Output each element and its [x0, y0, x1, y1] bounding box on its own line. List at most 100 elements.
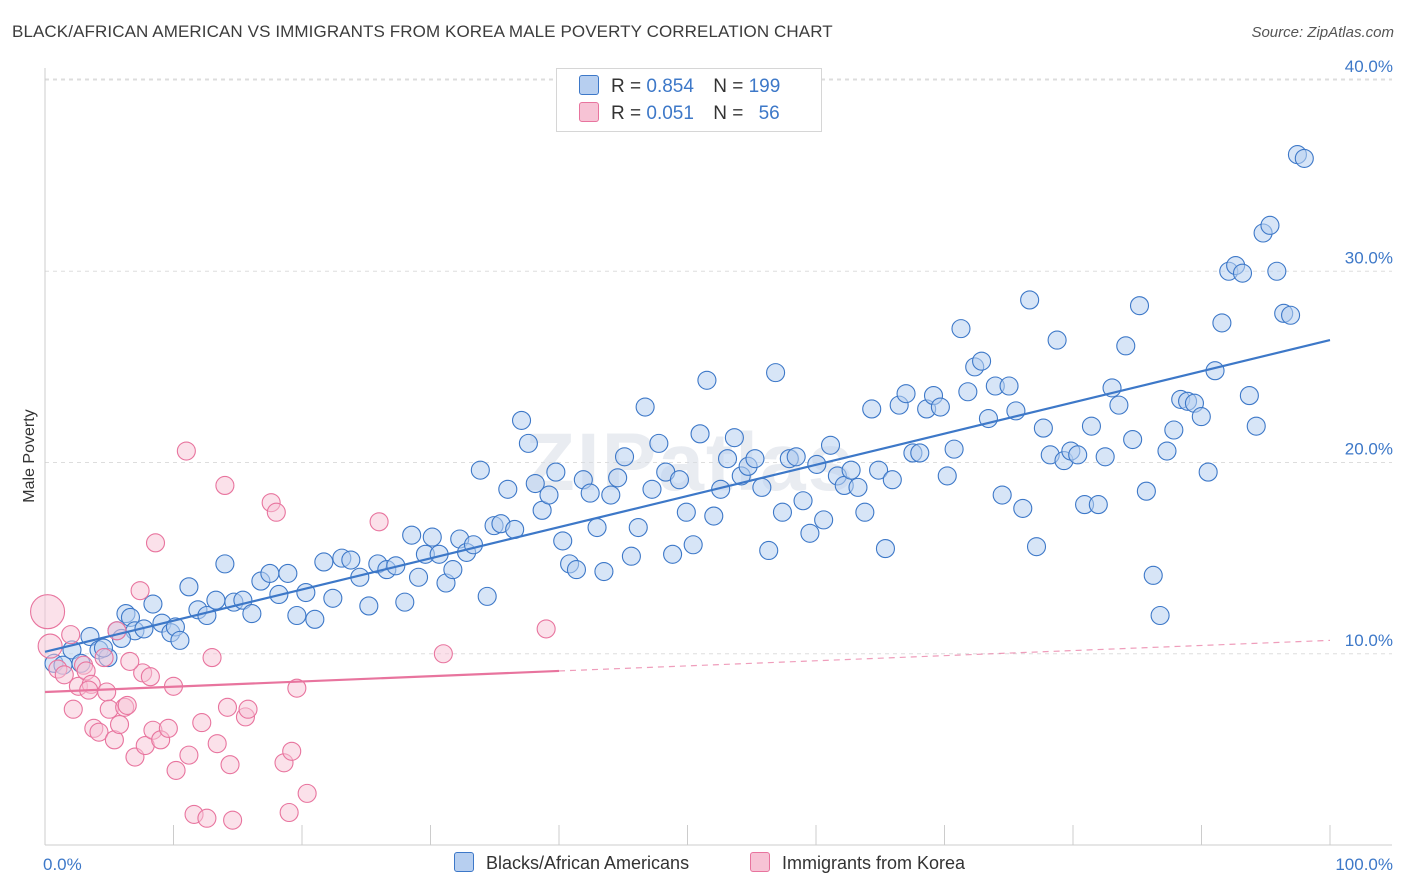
y-tick-label: 40.0% — [1345, 57, 1393, 76]
point-korea — [176, 441, 196, 461]
point-blacks — [1267, 261, 1287, 281]
point-blacks — [539, 485, 559, 505]
point-blacks — [341, 550, 361, 570]
point-blacks — [170, 630, 190, 650]
point-blacks — [958, 382, 978, 402]
point-korea — [117, 695, 137, 715]
point-blacks — [745, 449, 765, 469]
point-blacks — [1129, 296, 1150, 316]
point-blacks — [855, 502, 875, 522]
point-blacks — [635, 397, 655, 417]
point-blacks — [314, 552, 334, 572]
point-blacks — [463, 535, 484, 555]
point-blacks — [1150, 605, 1170, 626]
point-blacks — [546, 462, 566, 482]
point-blacks — [305, 609, 325, 629]
point-korea — [266, 502, 286, 522]
bottom-legend-korea: Immigrants from Korea — [750, 852, 965, 874]
point-blacks — [704, 506, 724, 526]
point-korea — [202, 648, 222, 668]
point-blacks — [553, 531, 573, 551]
bottom-legend-label-korea: Immigrants from Korea — [782, 853, 966, 873]
point-korea — [220, 755, 240, 775]
point-blacks — [999, 376, 1019, 396]
point-blacks — [1123, 429, 1143, 450]
point-blacks — [614, 447, 635, 467]
point-blacks — [875, 539, 895, 559]
point-blacks — [862, 399, 882, 419]
point-blacks — [278, 563, 298, 583]
point-korea — [30, 594, 66, 630]
legend-swatch-pink — [579, 102, 599, 122]
point-korea — [297, 783, 317, 803]
bottom-legend-swatch-pink — [750, 852, 770, 872]
point-blacks — [242, 604, 262, 624]
point-blacks — [1047, 330, 1067, 350]
point-korea — [54, 665, 74, 685]
point-blacks — [1164, 420, 1184, 440]
point-korea — [238, 699, 258, 719]
point-blacks — [287, 605, 307, 626]
series-blacks-points — [44, 145, 1314, 675]
point-blacks — [518, 433, 538, 453]
point-korea — [215, 475, 235, 496]
y-tick-label: 30.0% — [1345, 248, 1393, 267]
point-blacks — [759, 540, 779, 561]
point-korea — [145, 533, 166, 553]
point-blacks — [972, 351, 992, 371]
point-blacks — [896, 384, 916, 404]
legend-n-label: N = — [713, 76, 744, 97]
point-blacks — [1294, 148, 1314, 168]
point-korea — [130, 581, 150, 601]
point-blacks — [260, 563, 280, 583]
point-blacks — [869, 460, 889, 480]
point-blacks — [951, 319, 971, 339]
point-blacks — [525, 473, 545, 494]
point-blacks — [724, 428, 744, 448]
point-blacks — [1246, 416, 1266, 436]
point-blacks — [1239, 386, 1259, 406]
point-blacks — [910, 443, 930, 463]
point-blacks — [1157, 441, 1177, 461]
point-blacks — [1232, 263, 1253, 283]
point-korea — [107, 621, 127, 641]
point-korea — [217, 697, 238, 717]
point-korea — [89, 722, 109, 742]
legend-r-value: 0.854 — [646, 76, 694, 97]
source-label: Source: ZipAtlas.com — [1251, 24, 1394, 41]
point-blacks — [215, 554, 235, 574]
point-blacks — [1143, 565, 1163, 585]
tick-labels: 10.0% 20.0% 30.0% 40.0% 0.0% 100.0% — [43, 57, 1393, 874]
point-korea — [94, 648, 114, 668]
point-blacks — [676, 502, 696, 522]
bottom-legend-blacks: Blacks/African Americans — [454, 852, 689, 874]
point-blacks — [814, 510, 834, 530]
point-blacks — [800, 523, 820, 543]
point-blacks — [1095, 447, 1115, 467]
point-korea — [282, 741, 302, 761]
point-blacks — [944, 439, 964, 459]
point-korea — [37, 633, 63, 659]
point-korea — [279, 802, 299, 823]
point-blacks — [1281, 305, 1301, 325]
x-tick-label: 0.0% — [43, 855, 82, 874]
point-korea — [287, 678, 307, 698]
point-korea — [433, 644, 453, 664]
point-blacks — [642, 479, 662, 499]
point-blacks — [206, 590, 226, 610]
point-blacks — [477, 586, 497, 606]
point-blacks — [143, 594, 163, 614]
point-blacks — [1020, 290, 1040, 310]
point-korea — [192, 713, 212, 733]
point-blacks — [1081, 416, 1101, 436]
point-blacks — [566, 560, 587, 580]
point-blacks — [649, 433, 669, 453]
point-blacks — [1198, 462, 1218, 482]
x-tick-label: 100.0% — [1335, 855, 1393, 874]
point-blacks — [992, 485, 1012, 505]
legend-n-label: N = — [713, 103, 744, 124]
bottom-legend-label-blacks: Blacks/African Americans — [486, 853, 690, 873]
bottom-legend-swatch-blue — [454, 852, 474, 872]
point-korea — [369, 512, 389, 532]
